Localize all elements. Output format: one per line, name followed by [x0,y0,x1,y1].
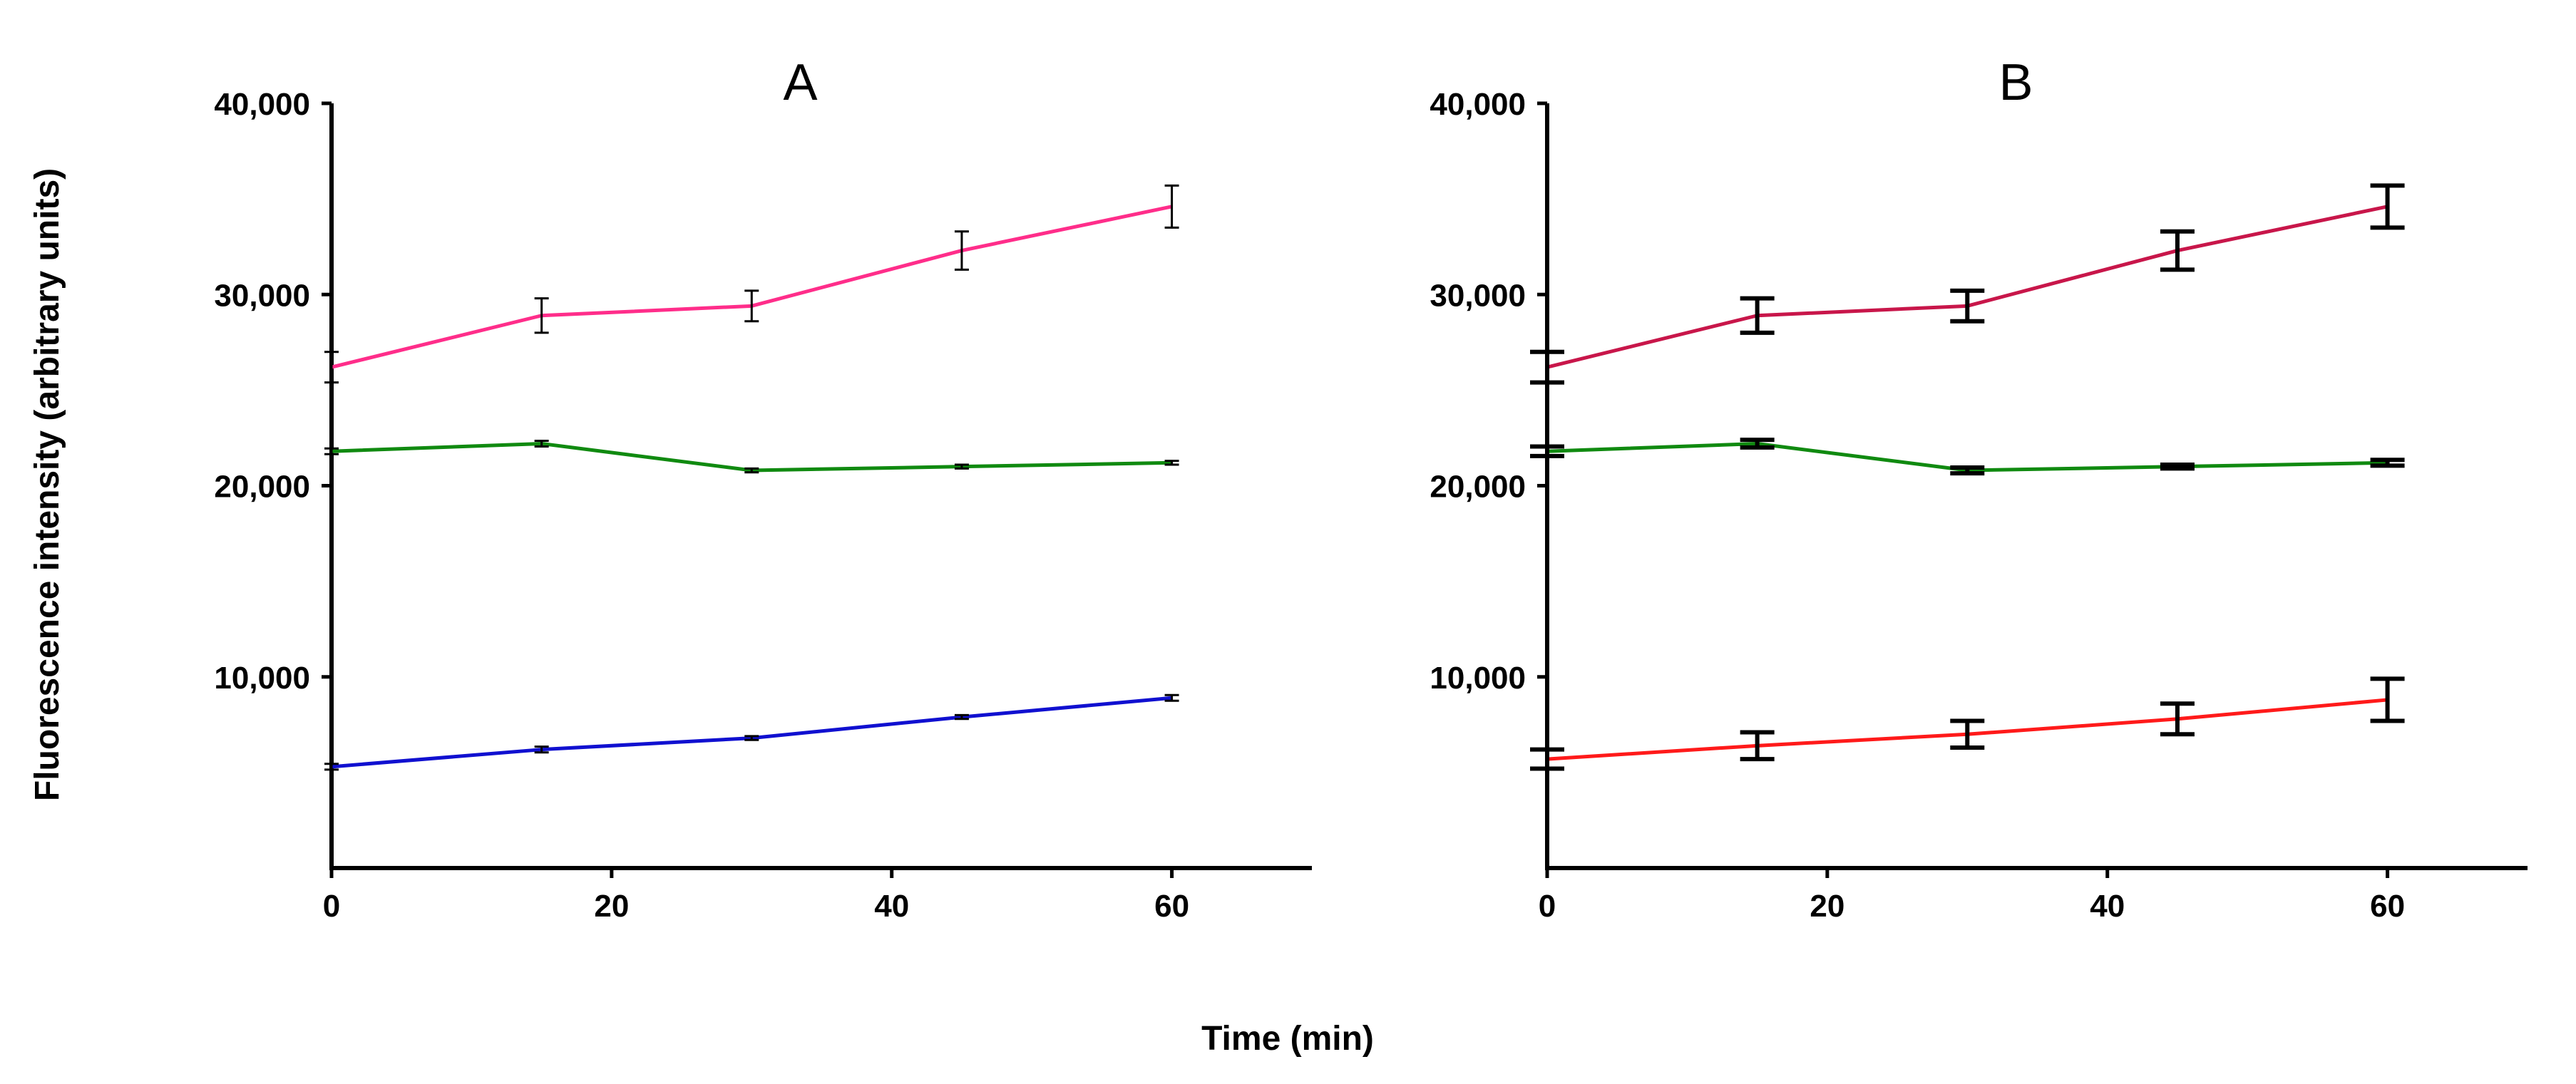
error-bar-a-blue [744,735,759,741]
error-bar-a-blue [534,745,549,754]
error-bar-b-green [1740,438,1775,450]
x-tick-label-a: 0 [323,889,340,924]
error-bar-a-green [534,439,549,448]
error-bar-a-green [1164,460,1179,466]
y-tick-label-b: 30,000 [1430,278,1526,313]
x-tick-label-a: 40 [874,889,909,924]
chart-panel-a: A 10,000 20,000 30,000 40,000 0 20 40 60 [214,54,1312,924]
y-axis-title: Fluorescence intensity (arbitrary units) [29,168,66,801]
series-line-a-blue [331,696,1172,769]
error-bar-b-crimson [2160,229,2195,272]
error-bar-a-pink [1164,184,1179,229]
error-bar-b-crimson [1950,288,1985,324]
x-tick-label-a: 20 [594,889,629,924]
y-tick-label-b: 10,000 [1430,661,1526,696]
y-tick-label-a: 10,000 [214,661,310,696]
x-tick-label-b: 60 [2370,889,2405,924]
series-line-a-pink [331,205,1173,369]
error-bar-a-green [324,447,339,455]
error-bar-b-red [2160,701,2195,737]
error-bar-b-red [2370,676,2405,723]
error-bar-b-crimson [2370,183,2405,230]
y-tick-label-a: 40,000 [214,87,310,122]
error-bar-b-crimson [1740,296,1775,335]
error-bar-b-crimson [1530,349,1564,385]
error-bar-a-pink [954,230,969,271]
x-tick-label-b: 40 [2090,889,2125,924]
chart-panel-b: B 10,000 20,000 30,000 40,000 0 20 40 60 [1430,54,2528,924]
error-bar-a-green [744,467,759,474]
panel-title-b: B [1998,54,2033,111]
error-bar-b-red [1950,718,1985,750]
error-bar-a-pink [534,297,549,334]
error-bar-a-blue [1164,693,1179,702]
y-tick-label-b: 20,000 [1430,470,1526,505]
x-tick-label-b: 0 [1539,889,1556,924]
error-bar-a-blue [324,763,339,771]
error-bar-a-pink [744,289,759,323]
error-bar-b-red [1740,730,1775,762]
error-bar-b-green [2370,458,2405,468]
x-tick-label-b: 20 [1810,889,1844,924]
error-bar-a-green [954,463,969,470]
error-bar-b-green [1530,444,1564,458]
error-bar-a-pink [324,351,339,384]
x-axis-title: Time (min) [1201,1020,1374,1058]
panel-title-a: A [783,54,817,111]
y-tick-label-b: 40,000 [1430,87,1526,122]
x-tick-label-a: 60 [1154,889,1189,924]
series-line-a-green [331,441,1172,473]
error-bar-a-blue [954,713,969,721]
y-tick-label-a: 30,000 [214,278,310,313]
y-tick-label-a: 20,000 [214,470,310,505]
error-bar-b-green [2160,462,2195,471]
series-line-b-crimson [1546,205,2388,369]
error-bar-b-green [1950,465,1985,476]
error-bar-b-red [1530,747,1564,771]
